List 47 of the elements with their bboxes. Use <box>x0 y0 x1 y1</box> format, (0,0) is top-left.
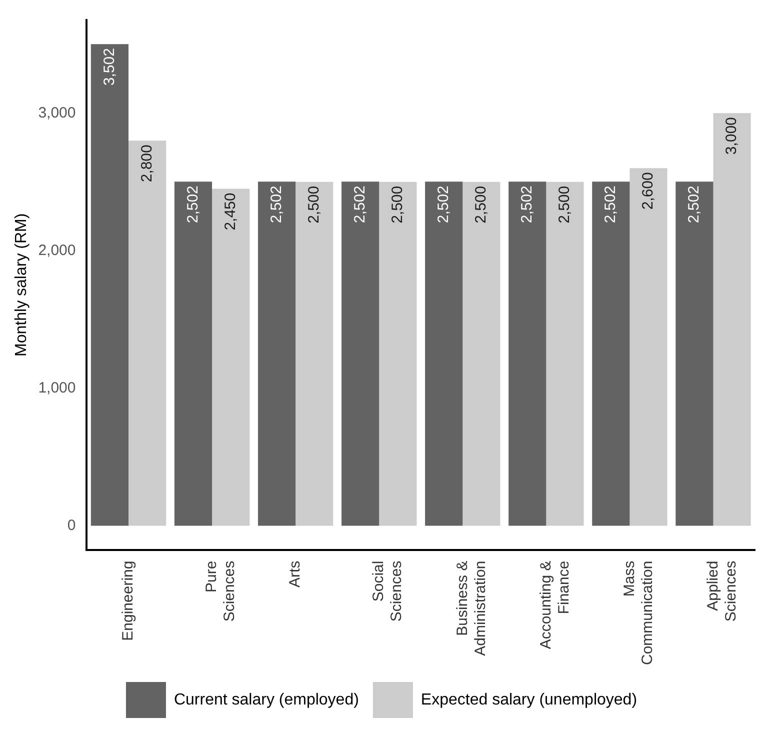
bar <box>258 182 296 526</box>
bar <box>128 140 166 526</box>
x-tick-label: Accounting & Finance <box>537 560 572 650</box>
data-label: 2,502 <box>686 186 703 224</box>
bar <box>676 182 714 526</box>
bar <box>379 182 417 526</box>
legend-label: Expected salary (unemployed) <box>420 691 638 708</box>
bar <box>508 182 546 526</box>
legend-label: Current salary (employed) <box>174 691 359 708</box>
data-label: 2,800 <box>138 144 156 182</box>
y-axis-title: Monthly salary (RM) <box>13 213 30 356</box>
bar <box>342 182 380 526</box>
data-label: 2,600 <box>640 172 657 210</box>
data-label: 2,502 <box>518 186 536 224</box>
x-tick-label: Applied Sciences <box>704 560 740 622</box>
data-label: 2,500 <box>389 186 406 224</box>
bar <box>296 182 334 526</box>
data-label: 2,500 <box>472 186 490 224</box>
y-tick-label: 1,000 <box>38 379 76 396</box>
bar <box>462 182 500 526</box>
data-label: 2,502 <box>351 186 368 224</box>
data-label: 2,502 <box>184 186 202 224</box>
bar <box>174 182 212 526</box>
data-label: 2,450 <box>222 192 239 230</box>
bar <box>212 188 250 526</box>
data-label: 2,502 <box>434 186 452 224</box>
x-tick-label: Business & Administration <box>454 560 489 656</box>
data-label: 2,500 <box>556 186 574 224</box>
bar <box>713 113 751 526</box>
data-label: 2,502 <box>268 186 285 224</box>
data-label: 2,500 <box>306 186 323 224</box>
y-tick-label: 3,000 <box>38 104 76 122</box>
x-tick-label: Engineering <box>120 560 137 641</box>
data-label: 3,502 <box>100 48 118 86</box>
bar <box>630 168 668 526</box>
data-label: 2,502 <box>602 186 620 224</box>
bar <box>592 182 630 526</box>
x-tick-label: Arts <box>286 560 304 588</box>
x-tick-label: Mass Communication <box>620 560 656 666</box>
data-label: 3,000 <box>723 117 740 155</box>
y-tick-label: 0 <box>67 516 76 534</box>
x-tick-label: Pure Sciences <box>203 560 238 622</box>
bar <box>90 44 129 526</box>
x-tick-label: Social Sciences <box>370 560 406 622</box>
y-tick-label: 2,000 <box>38 242 76 259</box>
bar <box>425 182 463 526</box>
bar <box>546 182 584 526</box>
